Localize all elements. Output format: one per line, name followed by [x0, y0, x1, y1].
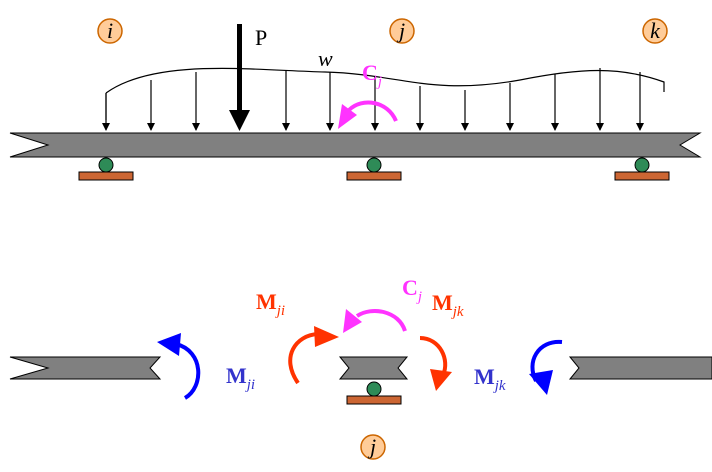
distributed-load-label: w: [318, 46, 333, 71]
joint-applied-moment-cj-main: C: [402, 275, 418, 300]
left-member: [9, 356, 162, 380]
applied-moment-cj-label: Cj: [362, 60, 382, 90]
joint-applied-moment-cj-arrow: [343, 309, 407, 333]
support-right: [614, 157, 670, 181]
member-moment-mji-label: Mji: [226, 363, 255, 393]
point-load-arrow: [229, 24, 250, 131]
joint-piece: [338, 356, 409, 380]
joint-moment-mji-sub: ji: [275, 303, 285, 319]
joint-moment-mji-main: M: [256, 289, 277, 314]
node-k: k: [642, 18, 668, 44]
applied-moment-cj-sub: j: [376, 74, 382, 90]
node-i-label: i: [107, 18, 113, 43]
continuous-beam-section: i j k: [9, 18, 702, 181]
joint-applied-moment-cj-label: Cj: [402, 275, 422, 305]
joint-node-j-label: j: [367, 434, 376, 459]
member-moment-mji-arrow: [157, 333, 201, 400]
joint-moment-mji-arrow: [288, 326, 339, 385]
applied-moment-cj-main: C: [362, 60, 378, 85]
joint-moment-mjk-label: Mjk: [432, 290, 464, 320]
point-load-label: P: [255, 25, 267, 50]
node-j-label: j: [396, 18, 405, 43]
joint-free-body-section: Mji Mji Cj Mjk Mjk j: [9, 275, 712, 460]
distributed-load-arrows: [102, 68, 644, 131]
support-middle: [346, 157, 402, 181]
member-moment-mjk-sub: jk: [493, 378, 506, 394]
support-left: [78, 157, 134, 181]
continuous-beam: [9, 132, 702, 158]
member-moment-mji-main: M: [226, 363, 247, 388]
joint-moment-mjk-sub: jk: [451, 304, 464, 320]
joint-node-j: j: [360, 434, 386, 460]
applied-moment-cj-arrow: [338, 100, 398, 129]
member-moment-mjk-label: Mjk: [474, 364, 506, 394]
member-moment-mji-sub: ji: [245, 377, 255, 393]
right-member: [568, 356, 712, 380]
node-j: j: [389, 18, 415, 44]
joint-support: [346, 381, 402, 405]
node-i: i: [97, 18, 123, 44]
joint-moment-mji-label: Mji: [256, 289, 285, 319]
joint-applied-moment-cj-sub: j: [416, 289, 422, 305]
distributed-load-curve: [105, 67, 665, 94]
member-moment-mjk-arrow: [529, 339, 563, 395]
joint-moment-mjk-main: M: [432, 290, 453, 315]
node-k-label: k: [650, 18, 661, 43]
joint-moment-mjk-arrow: [419, 336, 452, 391]
member-moment-mjk-main: M: [474, 364, 495, 389]
